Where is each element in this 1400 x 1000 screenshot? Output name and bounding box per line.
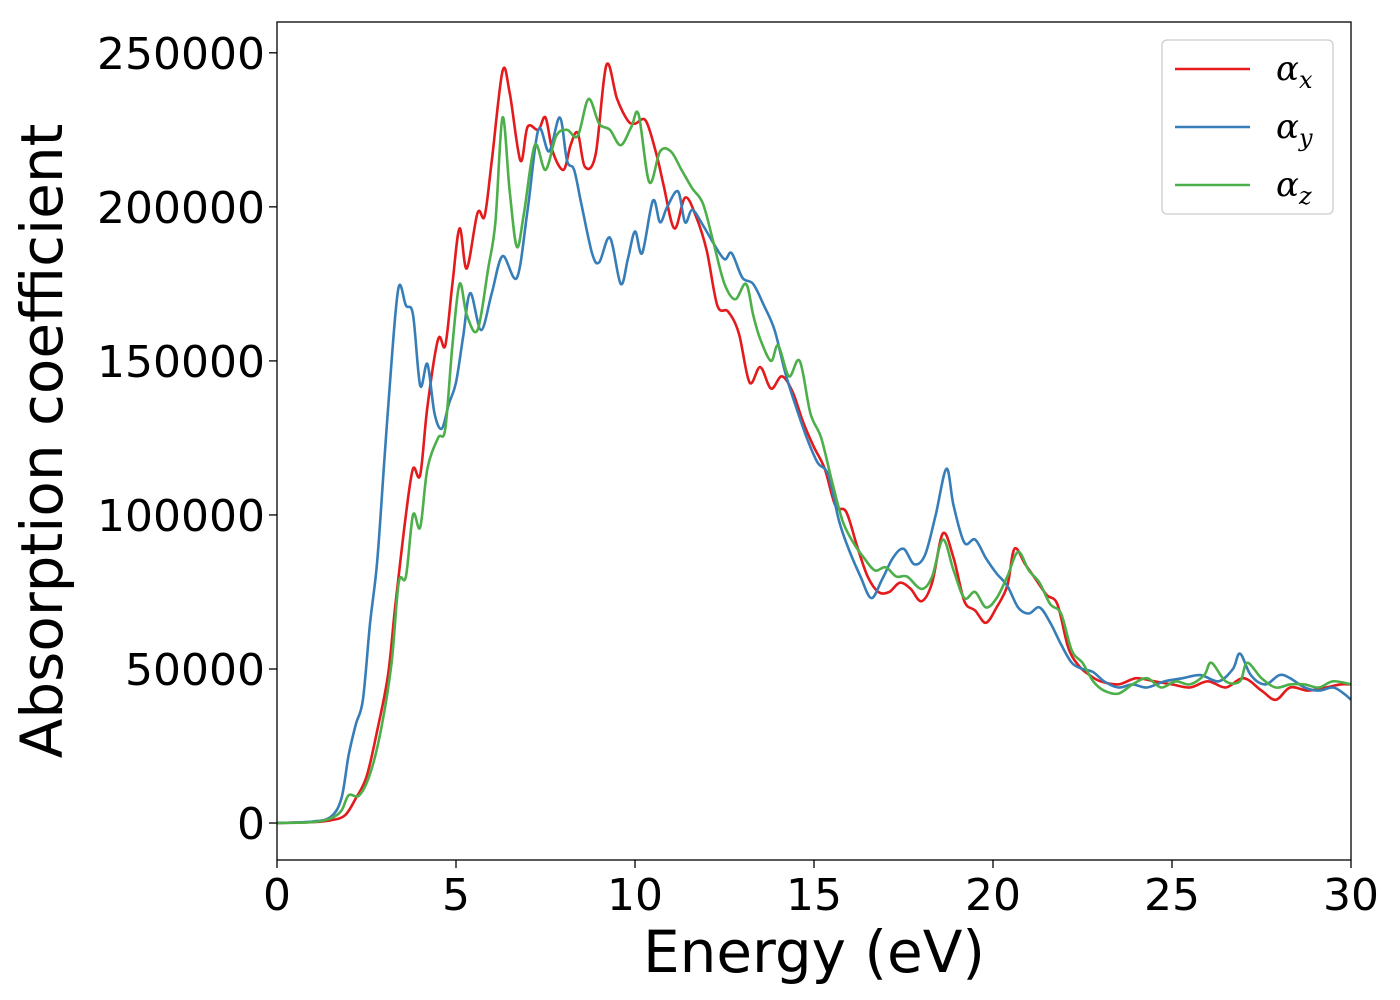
x-tick-label: 0 (263, 870, 291, 921)
x-axis: 0 5 10 15 20 25 30 (263, 860, 1379, 921)
legend-label-x: αx (1276, 49, 1313, 94)
y-axis: 0 50000 100000 150000 200000 250000 (97, 29, 277, 850)
legend-label-z: αz (1276, 165, 1312, 210)
legend-label-y: αy (1276, 107, 1313, 152)
series-line-y (277, 116, 1351, 825)
y-tick-label: 150000 (97, 337, 265, 388)
legend: αx αy αz (1161, 39, 1334, 215)
y-tick-label: 250000 (97, 29, 265, 80)
y-tick-label: 0 (237, 799, 265, 850)
y-axis-title: Absorption coefficient (8, 124, 76, 759)
x-tick-label: 5 (442, 870, 470, 921)
series-line-z (277, 97, 1351, 825)
x-tick-label: 10 (607, 870, 663, 921)
y-tick-label: 100000 (97, 491, 265, 542)
x-tick-label: 30 (1323, 870, 1379, 921)
y-tick-label: 200000 (97, 183, 265, 234)
x-tick-label: 25 (1144, 870, 1200, 921)
x-axis-title: Energy (eV) (643, 918, 985, 986)
x-tick-label: 20 (965, 870, 1021, 921)
y-tick-label: 50000 (125, 645, 265, 696)
series-layer (277, 62, 1351, 825)
x-tick-label: 15 (786, 870, 842, 921)
